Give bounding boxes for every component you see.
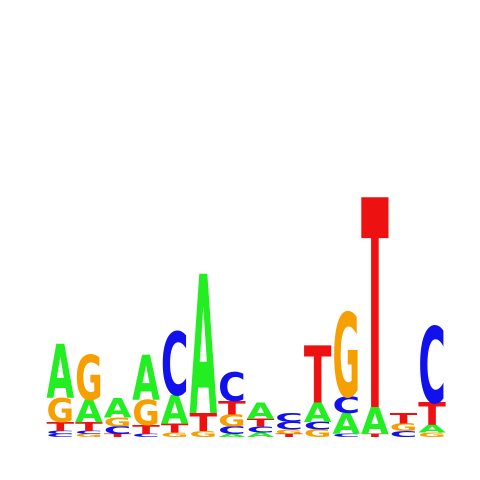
logo-letter-T: T: [247, 417, 275, 429]
logo-letter-A: A: [361, 399, 389, 443]
logo-letter-T: T: [75, 420, 103, 434]
logo-letter-T: T: [161, 421, 189, 435]
logo-letter-C: C: [132, 433, 160, 438]
logo-letter-T: T: [390, 411, 418, 428]
logo-letter-G: G: [418, 431, 446, 438]
logo-letter-C: C: [304, 420, 332, 432]
logo-letter-A: A: [75, 393, 103, 429]
logo-letter-C: C: [275, 420, 303, 432]
logo-letter-G: G: [161, 431, 189, 438]
logo-letter-C: C: [247, 425, 275, 434]
logo-letter-C: C: [161, 315, 189, 416]
logo-letter-C: C: [333, 433, 361, 438]
logo-letter-C: C: [104, 425, 132, 437]
logo-letter-A: A: [247, 431, 275, 438]
logo-letter-G: G: [75, 342, 103, 414]
logo-letter-A: A: [190, 236, 218, 458]
logo-letter-G: G: [132, 393, 160, 434]
logo-column-12: TAT: [361, 141, 389, 476]
logo-letter-G: G: [75, 433, 103, 438]
logo-letter-T: T: [304, 330, 332, 422]
logo-letter-T: T: [361, 433, 389, 438]
logo-letter-G: G: [104, 415, 132, 430]
logo-letter-C: C: [47, 430, 75, 435]
logo-column-13: CGT: [390, 411, 418, 439]
logo-letter-C: C: [218, 425, 246, 437]
logo-letter-G: G: [390, 421, 418, 433]
logo-letter-A: A: [161, 387, 189, 433]
logo-letter-C: C: [390, 430, 418, 439]
logo-letter-G: G: [190, 429, 218, 439]
logo-letter-A: A: [218, 433, 246, 438]
logo-letter-G: G: [333, 289, 361, 423]
logo-letter-A: A: [247, 399, 275, 426]
logo-letter-A: A: [304, 398, 332, 429]
logo-letter-T: T: [190, 408, 218, 437]
logo-letter-C: C: [47, 433, 75, 438]
logo-letter-C: C: [218, 365, 246, 411]
logo-letter-G: G: [47, 391, 75, 430]
logo-letter-A: A: [418, 423, 447, 435]
logo-letter-A: A: [333, 407, 361, 441]
logo-letter-G: G: [218, 412, 246, 431]
logo-letter-T: T: [418, 398, 446, 433]
logo-letter-T: T: [47, 420, 75, 434]
logo-letter-T: T: [275, 433, 303, 438]
logo-letter-A: A: [132, 342, 160, 414]
logo-letter-C: C: [333, 393, 361, 419]
logo-letter-T: T: [361, 141, 389, 476]
logo-letter-A: A: [47, 329, 75, 416]
logo-column-6: GTA: [190, 236, 218, 458]
logo-letter-T: T: [218, 398, 246, 419]
logo-letter-T: T: [132, 423, 160, 437]
logo-letter-T: T: [104, 433, 132, 438]
logo-letter-C: C: [418, 305, 446, 427]
logo-letter-C: C: [275, 411, 303, 426]
logo-letter-C: C: [75, 430, 103, 435]
logo-letter-A: A: [104, 394, 132, 425]
logo-letter-G: G: [304, 427, 332, 439]
logo-letter-G: G: [275, 428, 303, 435]
